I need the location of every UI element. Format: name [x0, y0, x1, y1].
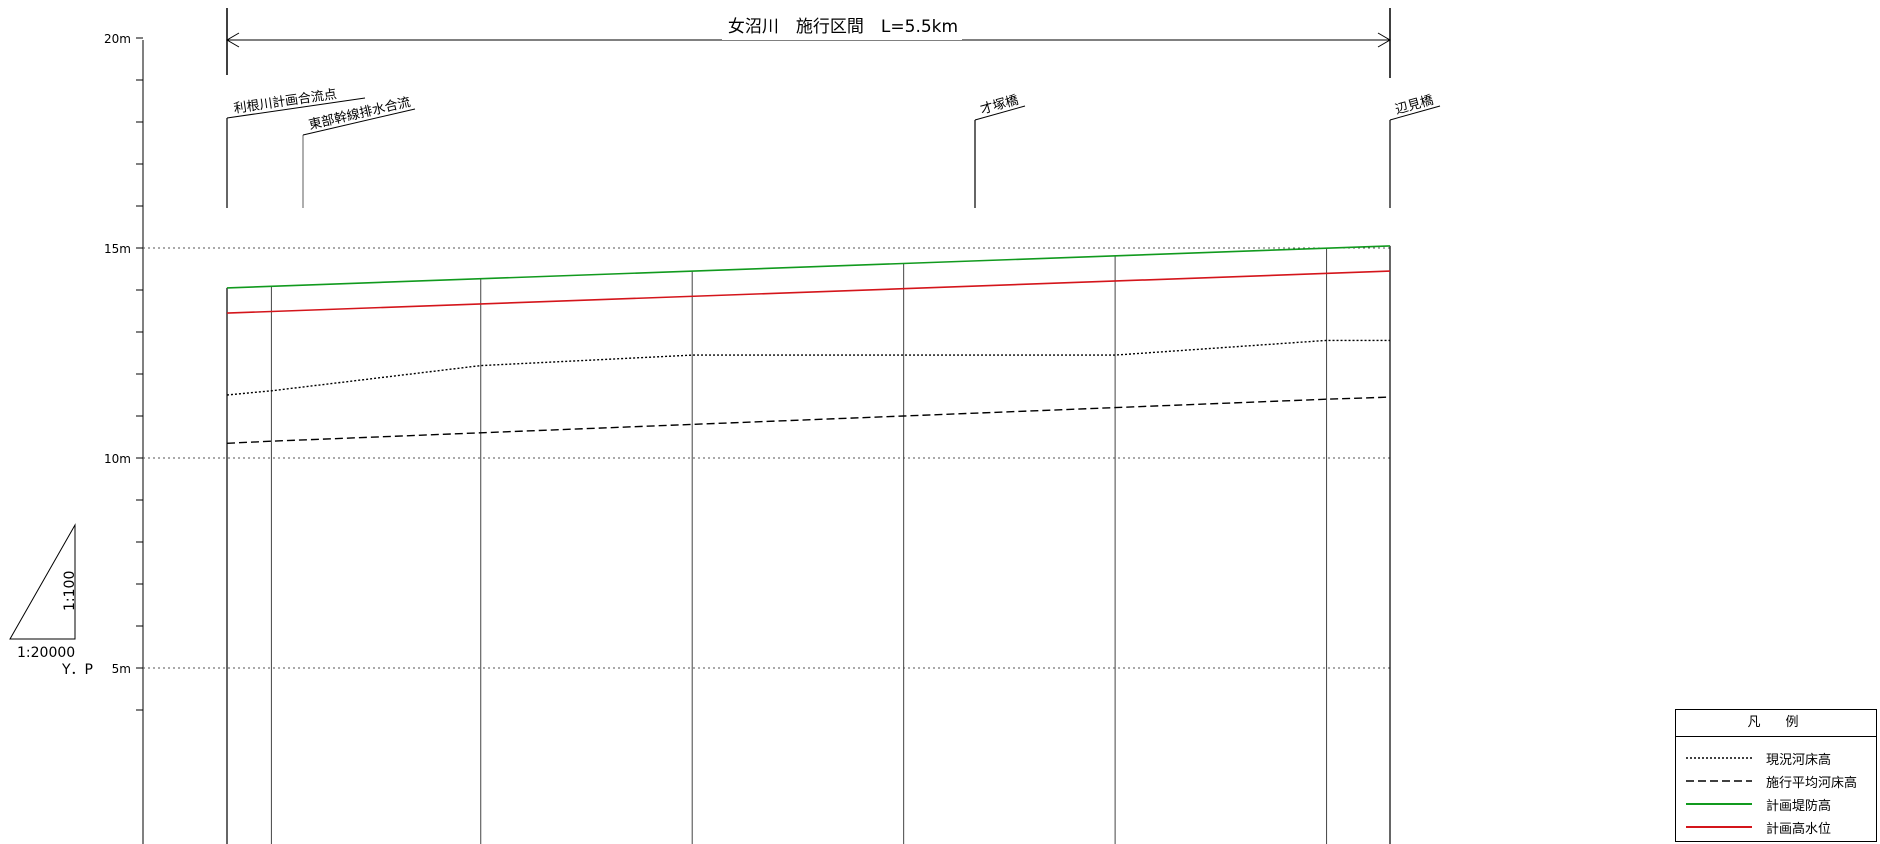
landmark-label: 才塚橋: [979, 93, 1021, 118]
landmark-label: 辺見橋: [1394, 93, 1436, 118]
y-tick-label: 5m: [112, 662, 131, 676]
y-axis: 20m 15m 10m 5m: [104, 32, 144, 844]
legend-swatch-green: [1686, 803, 1752, 805]
vertical-scale-label: 1:100: [62, 570, 78, 611]
legend-swatch-dashed: [1686, 780, 1752, 782]
datum-label: Y．P: [62, 662, 93, 678]
y-tick-label: 15m: [104, 242, 131, 256]
legend-label: 施行平均河床高: [1766, 776, 1858, 791]
series-group: [226, 245, 1391, 444]
legend-item: 施行平均河床高: [1676, 770, 1876, 791]
landmark-underline: [302, 108, 416, 136]
chart-title: 女沼川 施行区間 L=5.5km: [728, 17, 958, 37]
gridlines: [143, 247, 1390, 669]
series-line: [226, 270, 1391, 314]
legend-label: 計画堤防高: [1766, 799, 1832, 814]
series-line: [226, 339, 1390, 396]
landmark-underline: [1389, 105, 1441, 121]
scale-triangle: [9, 523, 76, 640]
legend-item: 計画高水位: [1676, 816, 1876, 837]
legend-item: 計画堤防高: [1676, 793, 1876, 814]
landmark-label: 利根川計画合流点: [233, 86, 338, 117]
landmark-underline: [226, 97, 366, 119]
legend: 凡 例 現況河床高 施行平均河床高 計画堤防高 計画高水位: [1675, 709, 1877, 842]
y-tick-label: 10m: [104, 452, 131, 466]
legend-swatch-red: [1686, 826, 1752, 828]
legend-label: 計画高水位: [1766, 822, 1832, 837]
legend-label: 現況河床高: [1766, 753, 1832, 768]
landmark-underline: [974, 105, 1026, 121]
series-line: [226, 245, 1391, 289]
series-line: [226, 396, 1391, 444]
legend-swatch-dotted: [1686, 757, 1752, 759]
horizontal-scale-label: 1:20000: [17, 645, 76, 661]
station-lines: [226, 245, 1391, 844]
y-tick-label: 20m: [104, 32, 131, 46]
legend-title: 凡 例: [1676, 710, 1876, 737]
legend-item: 現況河床高: [1676, 747, 1876, 768]
